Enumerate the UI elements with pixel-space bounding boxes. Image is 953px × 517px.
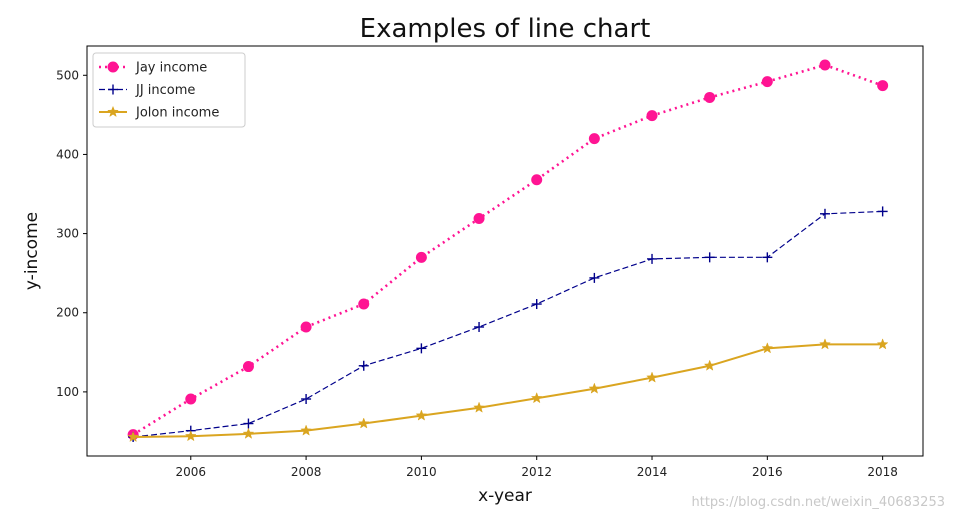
data-point xyxy=(876,338,889,350)
y-axis-label: y-income xyxy=(22,212,42,290)
legend-label: Jay income xyxy=(135,61,207,76)
legend-marker xyxy=(107,61,119,73)
chart-title: Examples of line chart xyxy=(360,14,651,44)
data-point xyxy=(646,110,658,122)
y-tick-label: 200 xyxy=(56,306,79,320)
data-point xyxy=(301,394,312,405)
data-point xyxy=(647,253,658,264)
series-1 xyxy=(127,59,889,441)
data-point xyxy=(761,342,774,354)
y-tick-label: 400 xyxy=(56,147,79,161)
x-tick-label: 2006 xyxy=(176,465,207,479)
data-point xyxy=(473,401,485,413)
data-point xyxy=(819,208,830,219)
legend-item: Jolon income xyxy=(99,106,219,121)
data-point xyxy=(127,430,140,443)
data-point xyxy=(877,206,888,217)
legend-marker xyxy=(108,84,118,95)
series-3 xyxy=(127,338,889,443)
data-point xyxy=(185,393,197,405)
data-point xyxy=(761,76,773,88)
x-axis-ticks: 2006 2008 2010 2012 2014 2016 2018 xyxy=(176,456,898,479)
data-point xyxy=(473,213,485,225)
legend-label: JJ income xyxy=(135,83,195,98)
data-point xyxy=(704,91,716,103)
data-point xyxy=(704,252,715,263)
data-point xyxy=(588,133,600,145)
data-point xyxy=(415,409,428,421)
data-point xyxy=(588,382,601,394)
data-point xyxy=(703,359,716,371)
y-axis-ticks: 100 200 300 400 500 xyxy=(56,68,87,399)
data-point xyxy=(416,343,427,354)
series-line xyxy=(133,343,883,438)
data-point xyxy=(242,361,254,373)
x-axis-label: x-year xyxy=(478,486,532,506)
watermark-text: https://blog.csdn.net/weixin_40683253 xyxy=(691,495,945,510)
legend: Jay income JJ income Jolon income xyxy=(92,52,246,128)
data-point xyxy=(242,427,255,439)
x-tick-label: 2012 xyxy=(521,465,552,479)
data-point xyxy=(415,251,427,263)
x-tick-label: 2008 xyxy=(291,465,322,479)
data-point xyxy=(300,424,313,436)
y-tick-label: 500 xyxy=(56,68,79,82)
data-point xyxy=(358,298,370,310)
legend-item: Jay income xyxy=(99,61,207,76)
legend-label: Jolon income xyxy=(135,106,219,121)
data-point xyxy=(819,59,831,71)
series-line xyxy=(133,210,883,438)
x-tick-label: 2010 xyxy=(406,465,437,479)
data-point xyxy=(530,392,543,404)
data-point xyxy=(762,252,773,263)
data-point xyxy=(589,272,600,283)
legend-marker xyxy=(107,105,119,118)
x-tick-label: 2016 xyxy=(752,465,783,479)
data-point xyxy=(474,321,485,332)
x-tick-label: 2014 xyxy=(637,465,668,479)
series-layer xyxy=(127,59,889,443)
data-point xyxy=(357,417,370,429)
data-point xyxy=(243,418,254,429)
data-point xyxy=(877,80,889,92)
x-tick-label: 2018 xyxy=(867,465,898,479)
y-tick-label: 100 xyxy=(56,385,79,399)
y-tick-label: 300 xyxy=(56,227,79,241)
data-point xyxy=(819,338,831,350)
series-line xyxy=(132,63,884,436)
data-point xyxy=(646,371,658,383)
data-point xyxy=(531,174,543,186)
data-point xyxy=(184,429,197,442)
data-point xyxy=(531,299,542,310)
data-point xyxy=(358,360,369,371)
legend-box xyxy=(92,52,246,128)
data-point xyxy=(300,321,312,333)
legend-item: JJ income xyxy=(99,83,195,98)
